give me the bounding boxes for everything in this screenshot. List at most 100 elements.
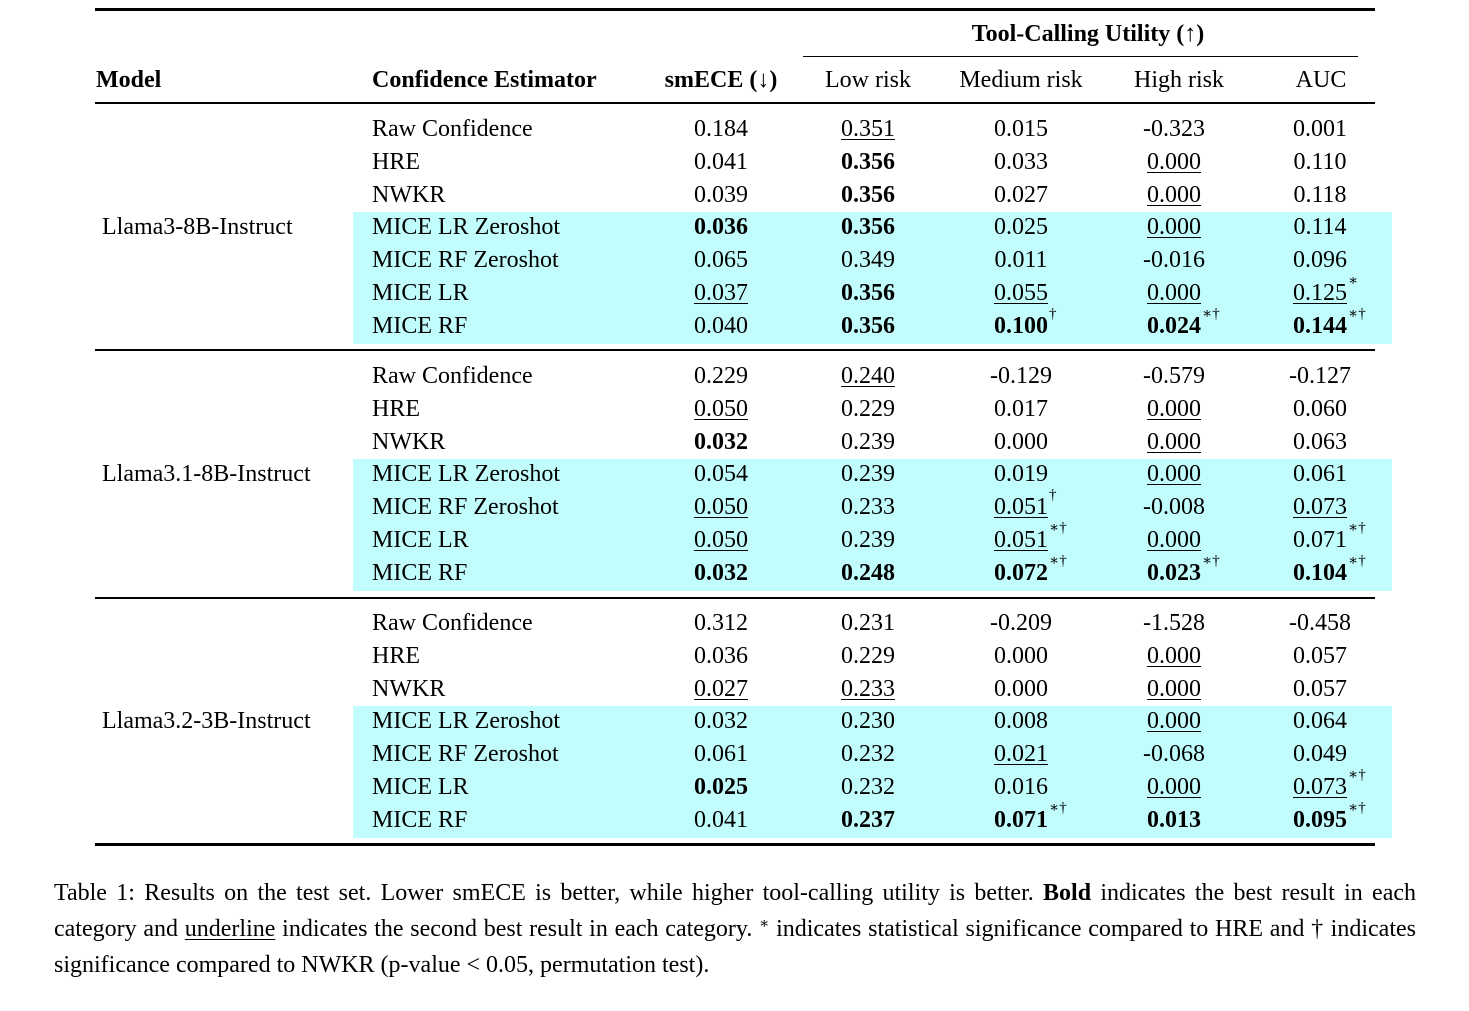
cell-value: 0.000	[1147, 708, 1201, 735]
cell-auc: 0.060	[1293, 393, 1347, 425]
cell-value: 0.001	[1293, 116, 1347, 142]
cell-low-risk: 0.239	[841, 524, 895, 556]
cell-value: 0.073	[1293, 774, 1347, 800]
cell-auc: 0.057	[1293, 673, 1347, 705]
cell-high-risk: -0.068	[1143, 738, 1205, 770]
cell-value: 0.055	[994, 280, 1048, 306]
cell-value: 0.032	[694, 428, 748, 455]
cell-medium-risk: 0.015	[994, 113, 1048, 145]
cell-low-risk: 0.237	[841, 804, 895, 836]
significance-marker: †	[1049, 487, 1057, 504]
cell-auc: 0.061	[1293, 458, 1347, 490]
estimator-name: NWKR	[372, 675, 446, 702]
estimator-name: MICE LR Zeroshot	[372, 708, 560, 735]
column-header-low-risk: Low risk	[825, 67, 911, 93]
cell-value: 0.356	[841, 280, 895, 306]
cell-value: -0.458	[1289, 610, 1351, 636]
estimator-name: MICE RF	[372, 806, 468, 833]
cell-high-risk: 0.024 ∗†	[1147, 306, 1220, 342]
cell-smece: 0.061	[694, 738, 748, 770]
cell-value: 0.036	[694, 214, 748, 241]
cell-value: 0.356	[841, 214, 895, 241]
cell-low-risk: 0.239	[841, 426, 895, 458]
cell-value: 0.064	[1293, 708, 1347, 735]
model-name: Llama3-8B-Instruct	[102, 214, 293, 241]
table-row: MICE LR 0.025 0.232 0.016 0.000 0.073 ∗†	[0, 768, 1469, 803]
cell-high-risk: 0.000	[1147, 705, 1201, 737]
cell-value: 0.114	[1293, 214, 1347, 241]
cell-value: -0.129	[990, 363, 1052, 389]
top-rule	[95, 8, 1375, 11]
cell-value: 0.011	[994, 247, 1048, 274]
column-header-medium-risk: Medium risk	[959, 67, 1083, 93]
cell-value: 0.239	[841, 461, 895, 488]
cell-value: 0.000	[1147, 774, 1201, 800]
cell-value: 0.312	[694, 610, 748, 636]
cell-medium-risk: 0.033	[994, 146, 1048, 178]
cell-value: 0.000	[1147, 214, 1201, 241]
cell-value: 0.000	[1147, 280, 1201, 306]
cell-smece: 0.054	[694, 458, 748, 490]
highlight-band	[353, 212, 1392, 344]
cell-medium-risk: -0.129	[990, 360, 1052, 392]
cell-value: 0.015	[994, 116, 1048, 142]
significance-marker: ∗†	[1049, 520, 1067, 536]
cell-value: 0.057	[1293, 675, 1347, 702]
cell-value: 0.036	[694, 642, 748, 669]
cell-smece: 0.229	[694, 360, 748, 392]
significance-marker: ∗†	[1348, 520, 1366, 536]
cell-medium-risk: 0.000	[994, 640, 1048, 672]
cell-auc: 0.063	[1293, 426, 1347, 458]
significance-marker: ∗	[1348, 273, 1359, 289]
cell-value: 0.095	[1293, 806, 1347, 833]
column-header-high-risk: High risk	[1134, 67, 1224, 93]
caption-text: indicates the second best result in each…	[275, 916, 760, 942]
cell-value: 0.033	[994, 148, 1048, 175]
cell-value: 0.021	[994, 741, 1048, 768]
cell-value: 0.000	[1147, 527, 1201, 553]
cell-value: 0.233	[841, 494, 895, 521]
cell-value: 0.016	[994, 774, 1048, 800]
cell-value: 0.000	[1147, 148, 1201, 175]
table-row: MICE LR Zeroshot 0.032 0.230 0.008 0.000 0.06…	[0, 705, 1469, 737]
cell-value: -1.528	[1143, 610, 1205, 636]
estimator-name: NWKR	[372, 428, 446, 455]
cell-medium-risk: 0.055	[994, 277, 1048, 309]
cell-low-risk: 0.351	[841, 113, 895, 145]
cell-low-risk: 0.356	[841, 211, 895, 243]
column-header-smece: smECE (↓)	[664, 67, 778, 93]
cell-value: 0.024	[1147, 312, 1201, 339]
table-row: NWKR 0.032 0.239 0.000 0.000 0.063	[0, 426, 1469, 458]
cell-value: 0.239	[841, 527, 895, 553]
cell-value: -0.579	[1143, 363, 1205, 389]
cell-high-risk: 0.000	[1147, 426, 1201, 458]
significance-marker: ∗†	[1049, 799, 1067, 816]
cell-value: 0.054	[694, 461, 748, 488]
significance-marker: ∗†	[1049, 552, 1067, 569]
estimator-name: MICE LR Zeroshot	[372, 461, 560, 488]
model-name: Llama3.2-3B-Instruct	[102, 708, 311, 735]
cell-high-risk: 0.023 ∗†	[1147, 553, 1220, 589]
cell-value: -0.068	[1143, 741, 1205, 768]
cell-auc: 0.125 ∗	[1293, 274, 1358, 309]
cell-high-risk: -1.528	[1143, 607, 1205, 639]
cell-smece: 0.037	[694, 277, 748, 309]
table-row: MICE LR 0.050 0.239 0.051 ∗† 0.000 0.071 ∗†	[0, 520, 1469, 556]
cell-auc: 0.114	[1293, 211, 1346, 243]
column-header-model: Model	[96, 67, 162, 93]
cell-value: 0.000	[1147, 461, 1201, 488]
cell-high-risk: 0.000	[1147, 277, 1201, 309]
cell-high-risk: 0.000	[1147, 393, 1201, 425]
table-row: Raw Confidence 0.229 0.240 -0.129 -0.579 -0.1…	[0, 360, 1469, 392]
cell-low-risk: 0.356	[841, 179, 895, 211]
highlight-band	[353, 706, 1392, 838]
cell-auc: 0.001	[1293, 113, 1347, 145]
column-header-auc: AUC	[1295, 67, 1347, 93]
cell-medium-risk: 0.100 †	[994, 306, 1057, 342]
cell-value: 0.023	[1147, 559, 1201, 586]
cell-value: 0.050	[694, 395, 748, 422]
cell-value: 0.248	[841, 559, 895, 586]
cell-medium-risk: 0.027	[994, 179, 1048, 211]
cell-medium-risk: 0.025	[994, 211, 1048, 243]
cell-value: 0.000	[1147, 675, 1201, 702]
